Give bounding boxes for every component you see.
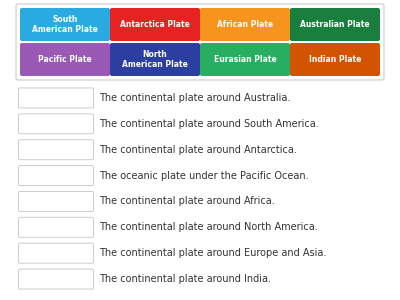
FancyBboxPatch shape [16, 4, 384, 80]
Text: The continental plate around Europe and Asia.: The continental plate around Europe and … [99, 248, 326, 258]
Text: North
American Plate: North American Plate [122, 50, 188, 69]
FancyBboxPatch shape [20, 43, 110, 76]
Text: Antarctica Plate: Antarctica Plate [120, 20, 190, 29]
FancyBboxPatch shape [18, 217, 94, 237]
Text: The continental plate around Antarctica.: The continental plate around Antarctica. [99, 145, 297, 155]
FancyBboxPatch shape [18, 269, 94, 289]
FancyBboxPatch shape [18, 88, 94, 108]
Text: South
American Plate: South American Plate [32, 15, 98, 34]
Text: The continental plate around North America.: The continental plate around North Ameri… [99, 222, 318, 232]
FancyBboxPatch shape [290, 8, 380, 41]
Text: The continental plate around South America.: The continental plate around South Ameri… [99, 119, 319, 129]
FancyBboxPatch shape [110, 43, 200, 76]
FancyBboxPatch shape [18, 243, 94, 263]
FancyBboxPatch shape [20, 8, 110, 41]
FancyBboxPatch shape [18, 191, 94, 212]
Text: The continental plate around Australia.: The continental plate around Australia. [99, 93, 290, 103]
FancyBboxPatch shape [290, 43, 380, 76]
FancyBboxPatch shape [110, 8, 200, 41]
Text: The continental plate around Africa.: The continental plate around Africa. [99, 196, 275, 206]
FancyBboxPatch shape [18, 166, 94, 186]
Text: African Plate: African Plate [217, 20, 273, 29]
Text: Indian Plate: Indian Plate [309, 55, 361, 64]
Text: The oceanic plate under the Pacific Ocean.: The oceanic plate under the Pacific Ocea… [99, 171, 309, 181]
FancyBboxPatch shape [200, 8, 290, 41]
Text: Pacific Plate: Pacific Plate [38, 55, 92, 64]
Text: The continental plate around India.: The continental plate around India. [99, 274, 271, 284]
Text: Eurasian Plate: Eurasian Plate [214, 55, 276, 64]
FancyBboxPatch shape [18, 114, 94, 134]
FancyBboxPatch shape [200, 43, 290, 76]
Text: Australian Plate: Australian Plate [300, 20, 370, 29]
FancyBboxPatch shape [18, 140, 94, 160]
